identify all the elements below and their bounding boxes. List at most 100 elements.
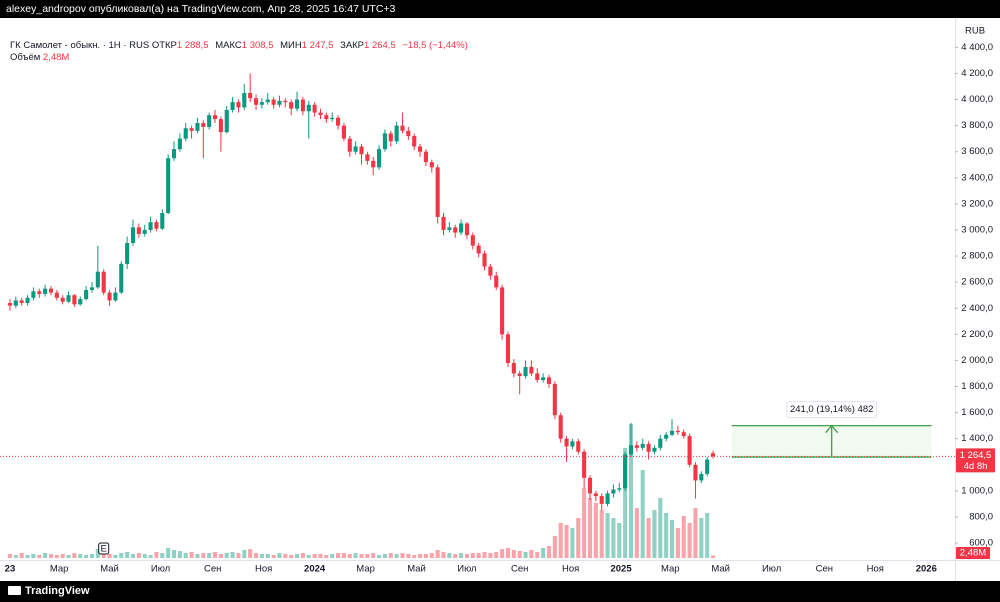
- volume-bar: [84, 555, 89, 558]
- volume-bar: [294, 554, 300, 558]
- candle-body: [136, 227, 141, 234]
- candle-body: [652, 447, 657, 452]
- y-tick-label: 4 200,0: [961, 68, 993, 79]
- legend-label: Объём: [10, 52, 41, 63]
- candle-body: [37, 291, 42, 294]
- candle-body: [523, 366, 528, 377]
- volume-bar: [482, 552, 487, 558]
- candle-body: [25, 297, 30, 304]
- volume-bar: [330, 554, 335, 558]
- y-tick-label: 800,0: [969, 511, 993, 522]
- volume-bar: [154, 552, 159, 558]
- candle-body: [505, 334, 511, 364]
- volume-bar: [511, 550, 516, 558]
- candle-body: [476, 245, 481, 254]
- measure-label: 241,0 (19,14%) 482: [790, 404, 873, 415]
- volume-bar: [523, 552, 528, 558]
- candle-body: [435, 167, 440, 217]
- candle-body: [66, 295, 71, 302]
- volume-bar: [382, 554, 387, 558]
- candle-body: [453, 227, 458, 233]
- candle-body: [570, 441, 575, 447]
- candle-body: [693, 464, 698, 481]
- volume-bar: [582, 488, 587, 558]
- volume-bar: [318, 554, 323, 558]
- candle-body: [259, 102, 264, 105]
- candle-body: [113, 292, 118, 301]
- legend-label: ЗАКР: [340, 40, 365, 51]
- candle-body: [541, 377, 546, 380]
- candle-body: [154, 222, 159, 229]
- candle-body: [388, 133, 393, 142]
- volume-bar: [324, 555, 329, 558]
- volume-bar: [142, 554, 147, 558]
- volume-bar: [640, 470, 645, 558]
- candle-body: [271, 99, 276, 105]
- x-tick-label: 23: [5, 564, 16, 575]
- candle-body: [230, 102, 235, 110]
- candle-body: [517, 373, 522, 377]
- candle-body: [289, 102, 294, 109]
- candle-body: [166, 158, 171, 214]
- candle-body: [318, 112, 323, 116]
- volume-bar: [669, 520, 675, 558]
- candle-body: [107, 292, 112, 301]
- candle-body: [617, 488, 622, 490]
- candle-body: [500, 287, 505, 335]
- volume-bar: [605, 513, 610, 558]
- volume-bar: [576, 518, 581, 558]
- legend-value: 1 247,5: [301, 40, 334, 51]
- volume-bar: [705, 513, 710, 558]
- candle-body: [429, 162, 434, 168]
- measure-label-box: [786, 401, 878, 419]
- last-price-label: 1 264,5: [960, 450, 992, 461]
- x-tick-label: Сен: [511, 564, 528, 575]
- candle-body: [183, 128, 188, 139]
- volume-bar: [312, 554, 317, 558]
- x-tick-label: 2025: [610, 564, 632, 575]
- candle-body: [459, 223, 464, 233]
- volume-bar: [54, 555, 59, 558]
- volume-bar: [617, 523, 622, 558]
- volume-bar: [130, 554, 136, 558]
- candle-body: [582, 451, 587, 478]
- candle-body: [377, 149, 382, 168]
- candle-body: [294, 99, 300, 109]
- candle-body: [418, 146, 423, 152]
- candle-body: [699, 473, 704, 481]
- candle-body: [101, 271, 106, 293]
- volume-bar: [470, 553, 475, 558]
- candle-body: [482, 253, 487, 267]
- volume-bar: [248, 549, 253, 558]
- candle-body: [160, 213, 165, 229]
- candle-body: [78, 299, 83, 305]
- candle-body: [511, 363, 516, 374]
- volume-bar: [189, 552, 194, 558]
- candle-body: [546, 377, 552, 384]
- volume-bar: [441, 552, 446, 558]
- measure-arrowhead: [825, 424, 839, 434]
- footer: TradingView: [0, 581, 1000, 602]
- volume-bar: [353, 553, 358, 558]
- candle-body: [330, 117, 335, 120]
- volume-bar: [78, 554, 83, 558]
- volume-bar: [148, 555, 153, 558]
- volume-bar: [125, 552, 130, 558]
- volume-bar: [623, 448, 628, 558]
- y-tick-label: 3 800,0: [961, 120, 993, 131]
- volume-bar: [505, 548, 511, 558]
- candle-body: [623, 454, 628, 489]
- volume-bar: [242, 550, 247, 558]
- candle-body: [394, 125, 399, 142]
- volume-bar: [494, 552, 499, 558]
- volume-bar: [500, 549, 505, 558]
- volume-bar: [552, 536, 557, 558]
- candle-body: [564, 438, 569, 447]
- candle-body: [89, 287, 95, 290]
- x-tick-label: Июл: [151, 564, 170, 575]
- candle-body: [19, 300, 24, 304]
- candle-body: [253, 98, 259, 105]
- volume-bar: [19, 553, 24, 558]
- volume-bar: [693, 508, 698, 558]
- volume-bar: [347, 554, 352, 558]
